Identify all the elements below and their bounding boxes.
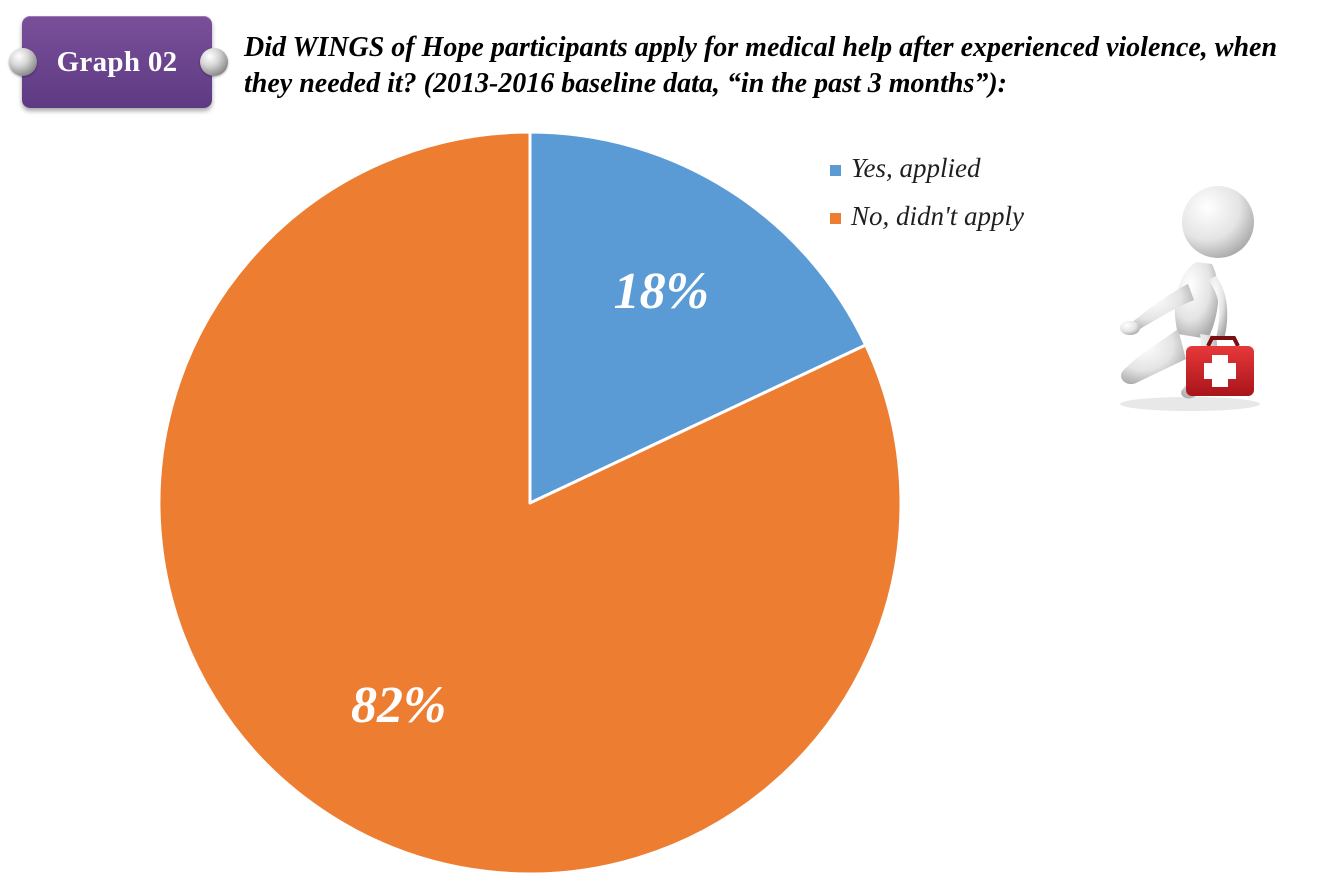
badge-right-bead-icon [200, 48, 228, 76]
pie-slices [157, 130, 903, 876]
chart-title: Did WINGS of Hope participants apply for… [244, 32, 1278, 99]
legend-swatch-0 [830, 165, 841, 176]
pie-slice-1 [157, 130, 903, 876]
graph-number-badge: Graph 02 [22, 16, 212, 108]
legend-label-1: No, didn't apply [850, 201, 1024, 231]
legend-label-0: Yes, applied [851, 153, 981, 183]
pie-slice-0 [528, 130, 868, 505]
graph-number-label: Graph 02 [56, 45, 178, 78]
chart-legend: Yes, applied No, didn't apply [830, 153, 1024, 231]
pie-data-label-1: 82% [351, 677, 446, 734]
legend-swatch-1 [830, 213, 841, 224]
person-with-first-aid-kit-icon [1120, 186, 1260, 411]
pie-data-label-0: 18% [614, 263, 709, 320]
pie-data-labels: 18% 82% [351, 263, 709, 734]
badge-left-bead-icon [9, 48, 37, 76]
